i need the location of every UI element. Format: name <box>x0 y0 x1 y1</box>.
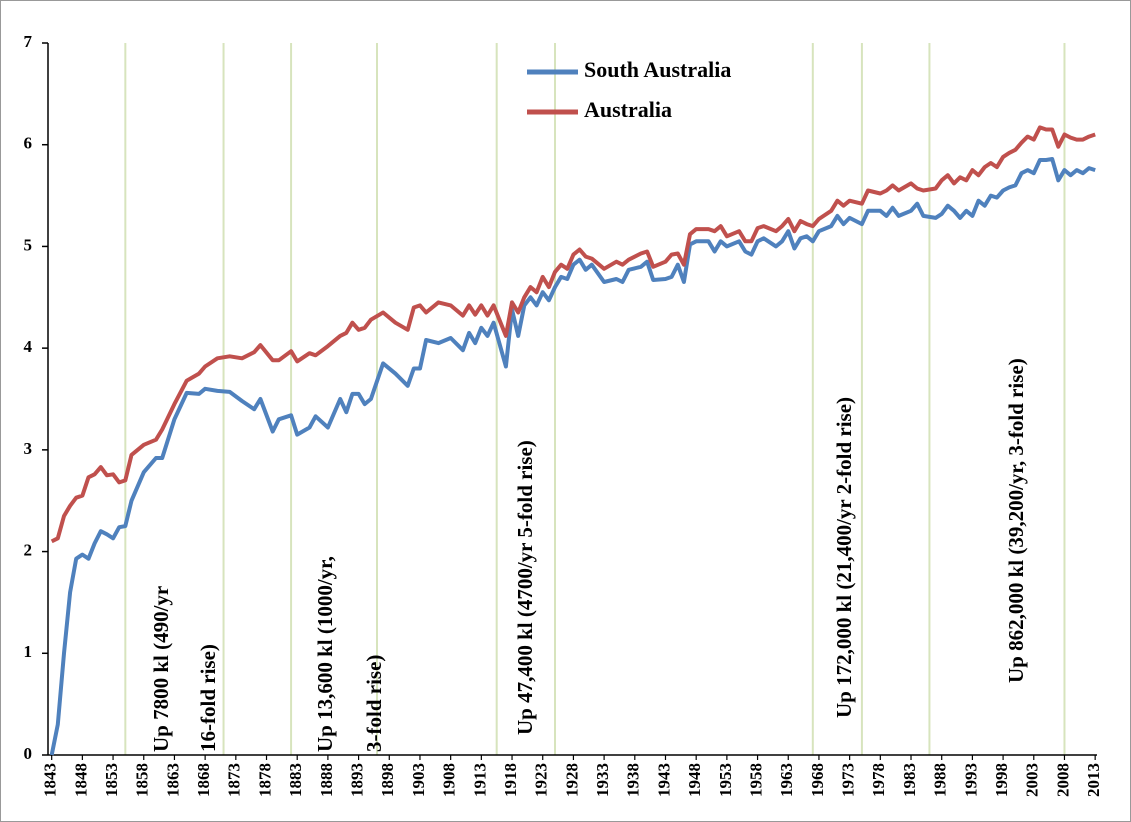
x-tick-label: 1878 <box>255 763 274 797</box>
x-tick-label: 1858 <box>133 763 152 797</box>
x-tick-label: 1843 <box>41 763 60 797</box>
x-tick-label: 2008 <box>1053 763 1072 797</box>
series-line <box>49 157 1096 756</box>
x-tick-label: 1888 <box>317 763 336 797</box>
x-tick-label: 1933 <box>593 763 612 797</box>
x-tick-label: 1893 <box>347 763 366 797</box>
series-line <box>50 125 1096 544</box>
annotation: Up 47,400 kl (4700/yr 5-fold rise) <box>513 440 537 735</box>
legend-label: South Australia <box>584 57 731 82</box>
x-tick-label: 1908 <box>440 763 459 797</box>
x-tick-label: 1968 <box>808 763 827 797</box>
y-tick-label: 2 <box>24 540 33 559</box>
y-tick-label: 0 <box>24 744 33 763</box>
x-tick-label: 1958 <box>746 763 765 797</box>
x-tick-label: 1868 <box>194 763 213 797</box>
x-tick-label: 1903 <box>409 763 428 797</box>
y-tick-label: 6 <box>24 134 33 153</box>
x-tick-label: 1913 <box>470 763 489 797</box>
x-tick-label: 1873 <box>225 763 244 797</box>
x-tick-label: 1848 <box>71 763 90 797</box>
y-tick-label: 1 <box>24 642 33 661</box>
x-tick-label: 1898 <box>378 763 397 797</box>
x-tick-label: 2013 <box>1084 763 1103 797</box>
x-tick-label: 1978 <box>869 763 888 797</box>
x-tick-label: 1863 <box>163 763 182 797</box>
x-tick-label: 1938 <box>624 763 643 797</box>
x-tick-label: 1923 <box>532 763 551 797</box>
x-tick-label: 1973 <box>839 763 858 797</box>
y-tick-label: 7 <box>24 32 33 51</box>
annotation: Up 172,000 kl (21,400/yr 2-fold rise) <box>832 397 856 718</box>
x-tick-label: 1998 <box>992 763 1011 797</box>
x-tick-label: 1928 <box>562 763 581 797</box>
x-tick-label: 1963 <box>777 763 796 797</box>
x-tick-label: 1983 <box>900 763 919 797</box>
y-tick-label: 3 <box>24 439 33 458</box>
x-tick-label: 1943 <box>654 763 673 797</box>
x-tick-label: 1993 <box>961 763 980 797</box>
x-tick-label: 1948 <box>685 763 704 797</box>
annotation: 3-fold rise) <box>362 655 386 752</box>
annotation: Up 862,000 kl (39,200/yr, 3-fold rise) <box>1004 358 1028 683</box>
legend-label: Australia <box>584 97 672 122</box>
x-tick-label: 1918 <box>501 763 520 797</box>
x-tick-label: 2003 <box>1023 763 1042 797</box>
x-tick-label: 1853 <box>102 763 121 797</box>
x-tick-label: 1988 <box>931 763 950 797</box>
y-tick-label: 5 <box>24 235 33 254</box>
annotation: 16-fold rise) <box>196 644 220 752</box>
annotation: Up 7800 kl (490/yr <box>149 586 173 752</box>
x-tick-label: 1883 <box>286 763 305 797</box>
x-tick-label: 1953 <box>716 763 735 797</box>
y-tick-label: 4 <box>24 337 33 356</box>
annotation: Up 13,600 kl (1000/yr, <box>313 556 337 752</box>
